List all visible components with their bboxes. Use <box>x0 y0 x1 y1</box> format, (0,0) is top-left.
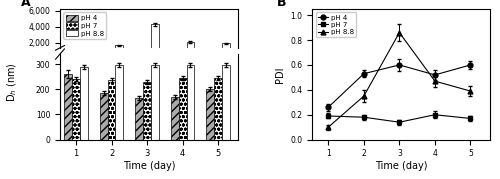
Bar <box>222 65 230 140</box>
X-axis label: Time (day): Time (day) <box>375 161 428 171</box>
Bar <box>136 98 143 140</box>
Bar <box>116 65 124 140</box>
Bar <box>186 65 194 140</box>
Text: A: A <box>21 0 30 9</box>
Text: B: B <box>277 0 286 9</box>
Y-axis label: PDI: PDI <box>275 66 285 83</box>
X-axis label: Time (day): Time (day) <box>122 161 175 171</box>
Bar <box>80 67 88 140</box>
Bar <box>186 42 194 59</box>
Bar <box>171 97 178 140</box>
Bar <box>222 43 230 59</box>
Legend: pH 4, pH 7, pH 8.8: pH 4, pH 7, pH 8.8 <box>64 12 106 39</box>
Bar <box>116 45 124 59</box>
Legend: pH 4, pH 7, pH 8.8: pH 4, pH 7, pH 8.8 <box>316 12 356 37</box>
Bar <box>206 89 214 140</box>
Bar <box>64 74 72 140</box>
Bar <box>100 93 108 140</box>
Bar <box>143 82 151 140</box>
Bar <box>151 65 159 140</box>
Bar <box>214 78 222 140</box>
Bar <box>72 79 80 140</box>
Bar <box>178 78 186 140</box>
Bar <box>151 24 159 59</box>
Bar <box>108 81 116 140</box>
Text: D$_h$ (nm): D$_h$ (nm) <box>6 62 20 102</box>
